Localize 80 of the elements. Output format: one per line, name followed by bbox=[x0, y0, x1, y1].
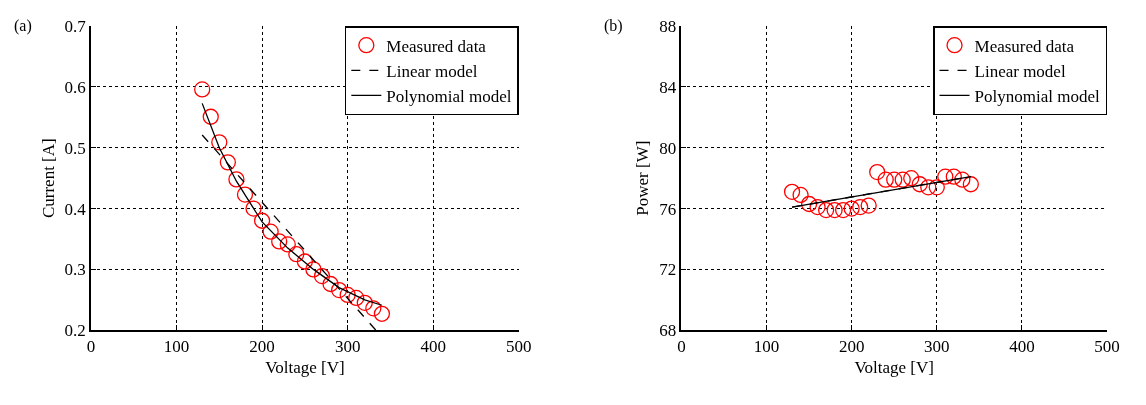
point bbox=[262, 223, 279, 240]
point bbox=[800, 195, 818, 213]
y-tick-label: 68 bbox=[659, 321, 677, 341]
x-tick-label: 0 bbox=[86, 337, 96, 357]
x-tick-label: 400 bbox=[1009, 337, 1035, 357]
text: (a) bbox=[14, 17, 32, 35]
text: (b) bbox=[604, 17, 623, 35]
point bbox=[817, 201, 835, 219]
x-tick-label: 100 bbox=[753, 337, 780, 357]
y-tick-label: 76 bbox=[659, 199, 677, 219]
x-tick-label: 300 bbox=[924, 337, 950, 357]
point bbox=[339, 286, 356, 304]
point bbox=[356, 294, 373, 311]
point bbox=[288, 246, 305, 263]
x-tick-label: 500 bbox=[1094, 337, 1120, 357]
point bbox=[348, 289, 365, 307]
point bbox=[305, 261, 322, 278]
x-tick-label: 0 bbox=[677, 337, 686, 357]
point bbox=[954, 171, 971, 188]
point bbox=[843, 200, 860, 217]
y-tick-label: 80 bbox=[659, 138, 677, 158]
legend-label: Linear model bbox=[974, 61, 1066, 81]
point bbox=[937, 168, 954, 185]
point bbox=[809, 198, 826, 216]
y-tick-label: 0.6 bbox=[64, 77, 86, 97]
point bbox=[330, 281, 348, 299]
point bbox=[253, 212, 271, 229]
point bbox=[962, 176, 979, 193]
x-axis-title: Voltage [V] bbox=[854, 358, 934, 378]
x-tick-label: 200 bbox=[838, 337, 865, 357]
point bbox=[945, 168, 962, 185]
point bbox=[365, 300, 382, 317]
point bbox=[296, 253, 314, 270]
point bbox=[860, 197, 877, 214]
point bbox=[279, 236, 296, 253]
y-tick-label: 0.2 bbox=[64, 321, 86, 341]
point bbox=[783, 183, 801, 200]
point bbox=[835, 201, 852, 219]
point bbox=[322, 275, 339, 293]
legend-label: Measured data bbox=[974, 36, 1075, 56]
point bbox=[202, 108, 219, 125]
point bbox=[869, 163, 886, 181]
y-axis-title: Current [A] bbox=[38, 138, 58, 219]
y-tick-label: 88 bbox=[659, 17, 677, 37]
point bbox=[228, 171, 245, 188]
y-tick-label: 0.7 bbox=[64, 17, 87, 37]
x-tick-label: 100 bbox=[163, 337, 190, 357]
point bbox=[313, 267, 331, 285]
point bbox=[271, 233, 288, 250]
point bbox=[236, 186, 254, 203]
legend-label: Measured data bbox=[386, 36, 487, 56]
x-tick-label: 200 bbox=[249, 337, 275, 357]
point bbox=[886, 171, 903, 188]
point bbox=[826, 201, 843, 219]
point bbox=[245, 200, 262, 217]
point bbox=[219, 154, 237, 171]
y-tick-label: 72 bbox=[659, 260, 677, 280]
point bbox=[877, 171, 894, 188]
legend-label: Polynomial model bbox=[974, 87, 1100, 107]
point bbox=[920, 179, 937, 196]
point bbox=[911, 176, 928, 193]
point bbox=[373, 305, 391, 322]
y-tick-label: 84 bbox=[659, 77, 677, 97]
legend-label: Linear model bbox=[386, 61, 478, 81]
y-tick-label: 0.4 bbox=[64, 199, 87, 219]
point bbox=[211, 134, 228, 151]
point bbox=[903, 170, 920, 187]
x-tick-label: 400 bbox=[420, 337, 446, 357]
point bbox=[894, 171, 911, 188]
y-tick-label: 0.5 bbox=[64, 138, 86, 158]
point bbox=[928, 179, 945, 196]
y-axis-title: Power [W] bbox=[633, 140, 653, 216]
legend-label: Polynomial model bbox=[386, 87, 512, 107]
x-axis-title: Voltage [V] bbox=[265, 358, 345, 378]
point bbox=[194, 81, 211, 98]
y-tick-label: 0.3 bbox=[64, 260, 86, 280]
x-tick-label: 300 bbox=[334, 337, 361, 357]
point bbox=[852, 198, 869, 216]
point bbox=[792, 186, 809, 204]
x-tick-label: 500 bbox=[506, 337, 532, 357]
